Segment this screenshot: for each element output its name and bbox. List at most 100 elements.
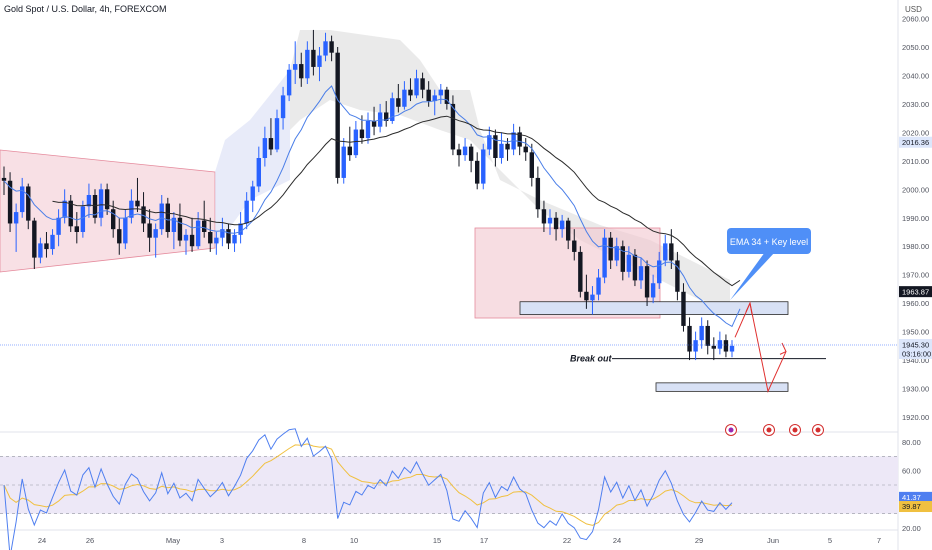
candle-body: [584, 291, 589, 301]
candle-body: [341, 146, 346, 178]
candle: [481, 143, 486, 190]
price-tick-label: 1980.00: [902, 242, 929, 251]
candle: [632, 249, 638, 287]
candle-body: [26, 186, 31, 221]
arrow-head: [779, 342, 787, 355]
candle-body: [390, 98, 395, 121]
candle-body: [13, 212, 19, 224]
time-tick-label: 24: [613, 536, 621, 545]
candle-body: [711, 345, 716, 349]
candle: [547, 209, 553, 235]
candle-body: [614, 246, 619, 261]
candle: [20, 177, 25, 218]
price-tick-label: 2050.00: [902, 43, 929, 52]
rsi-band: [0, 456, 898, 514]
candle-body: [293, 64, 298, 70]
key-level-tag-bg: [899, 286, 932, 298]
candle: [559, 214, 565, 238]
time-tick-label: 26: [86, 536, 94, 545]
candle: [450, 95, 456, 156]
price-tick-label: 2000.00: [902, 185, 929, 194]
candle-body: [487, 135, 492, 150]
candle: [214, 232, 219, 255]
candle: [614, 237, 619, 267]
candle-body: [663, 243, 668, 261]
candle-body: [432, 95, 437, 102]
candle: [408, 78, 413, 102]
candle-body: [505, 143, 510, 150]
last-price-tag-bg: [899, 338, 932, 359]
candle-body: [578, 251, 583, 292]
candle-body: [335, 52, 340, 178]
candle-body: [408, 89, 413, 96]
candle-body: [523, 146, 528, 153]
event-icon-dot: [792, 427, 798, 433]
candle: [56, 209, 61, 247]
candle-body: [596, 277, 601, 295]
candle-body: [687, 325, 692, 352]
candle-body: [650, 283, 656, 298]
candle: [68, 195, 73, 232]
candle-body: [195, 220, 201, 247]
candle: [280, 86, 286, 130]
ema-34-line: [3, 85, 741, 328]
candle-body: [250, 186, 255, 201]
candle-body: [56, 217, 61, 235]
candle-body: [444, 89, 450, 104]
candle-body: [371, 121, 377, 127]
candle-body: [153, 229, 158, 238]
candle-body: [165, 203, 170, 232]
candle-body: [171, 217, 177, 232]
candle: [141, 192, 146, 232]
candle-body: [286, 69, 292, 96]
candle-body: [329, 41, 334, 53]
candle-body: [111, 209, 116, 230]
candle-body: [135, 200, 140, 207]
price-tick-label: 1940.00: [902, 356, 929, 365]
candle: [596, 269, 601, 301]
candle-body: [74, 226, 79, 232]
candle-body: [86, 195, 92, 207]
candle: [123, 209, 128, 250]
candle-body: [117, 229, 122, 244]
candle-body: [68, 200, 73, 227]
candle: [390, 92, 395, 124]
rsi-ma-line: [3, 443, 733, 526]
candle-body: [566, 220, 571, 241]
key-level-box: [519, 301, 789, 315]
candle: [620, 240, 625, 281]
candle: [80, 200, 86, 238]
candle-body: [365, 121, 371, 139]
candle: [657, 251, 662, 289]
candle-body: [7, 180, 13, 224]
candle: [305, 41, 310, 84]
candle: [553, 212, 559, 241]
candle-body: [359, 129, 365, 139]
candle: [153, 223, 158, 258]
candle-body: [657, 260, 662, 284]
candle: [535, 166, 541, 218]
candle: [729, 340, 735, 358]
candle: [189, 217, 195, 252]
price-tick-label: 1930.00: [902, 385, 929, 394]
candle: [208, 217, 213, 252]
candle: [250, 180, 255, 213]
time-tick-label: 15: [433, 536, 441, 545]
chart-title: Gold Spot / U.S. Dollar, 4h, FOREXCOM: [4, 4, 167, 14]
event-icon-dot: [766, 427, 772, 433]
ema-price-tag-bg: [899, 136, 932, 148]
rsi-tick-label: 80.00: [902, 438, 921, 447]
candle-body: [402, 89, 407, 107]
candle: [341, 138, 346, 184]
candle: [566, 217, 571, 250]
candle-body: [669, 243, 674, 261]
candle-body: [481, 149, 486, 184]
candle: [274, 109, 280, 153]
candle-body: [420, 78, 425, 90]
candle: [26, 183, 31, 230]
candle: [511, 123, 516, 156]
candle-body: [159, 203, 164, 230]
candle-body: [608, 237, 613, 261]
callout-text: EMA 34 + Key level: [730, 237, 808, 247]
